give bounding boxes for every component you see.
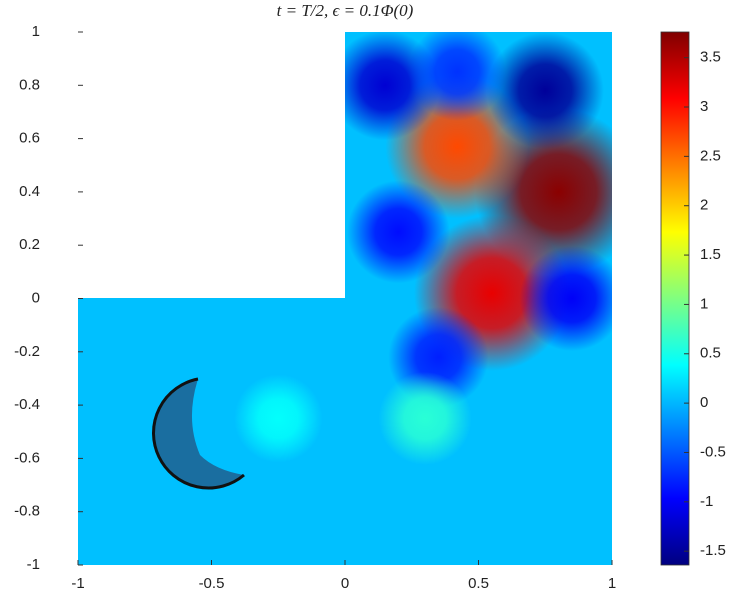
field-peak bbox=[347, 180, 450, 284]
x-tick-label: 1 bbox=[608, 575, 616, 592]
colorbar-tick-label: -1.5 bbox=[700, 542, 726, 559]
x-tick-label: 0 bbox=[341, 575, 349, 592]
y-tick-label: -0.4 bbox=[14, 396, 40, 413]
field-peak bbox=[486, 32, 604, 150]
field-peak bbox=[378, 371, 472, 466]
obstacle bbox=[153, 379, 244, 488]
colorbar-tick-label: 0.5 bbox=[700, 345, 721, 362]
colorbar-tick-label: -1 bbox=[700, 493, 713, 510]
y-tick-label: -0.8 bbox=[14, 503, 40, 520]
y-tick-label: -1 bbox=[27, 556, 40, 573]
x-tick-label: -1 bbox=[71, 575, 84, 592]
y-tick-label: 1 bbox=[32, 23, 40, 40]
colorbar-tick-label: 3 bbox=[700, 98, 708, 115]
chart-title: t = T/2, ϵ = 0.1Φ(0) bbox=[277, 1, 414, 20]
colorbar bbox=[660, 31, 690, 566]
y-tick-label: 0.8 bbox=[19, 76, 40, 93]
field-peak bbox=[519, 245, 612, 352]
colorbar-tick-label: 1 bbox=[700, 295, 708, 312]
y-tick-label: -0.2 bbox=[14, 343, 40, 360]
colorbar-tick-label: 3.5 bbox=[700, 49, 721, 66]
y-tick-label: -0.6 bbox=[14, 449, 40, 466]
obstacle-edge bbox=[152, 377, 245, 490]
field bbox=[78, 32, 612, 565]
field-peak bbox=[408, 32, 507, 121]
colorbar-tick-label: 1.5 bbox=[700, 246, 721, 263]
x-tick-label: 0.5 bbox=[468, 575, 489, 592]
y-tick-label: 0.4 bbox=[19, 183, 40, 200]
y-tick-label: 0.2 bbox=[19, 236, 40, 253]
colorbar-tick-label: 2.5 bbox=[700, 147, 721, 164]
colorbar-tick-label: 2 bbox=[700, 197, 708, 214]
x-tick-label: -0.5 bbox=[199, 575, 225, 592]
colorbar-tick-label: -0.5 bbox=[700, 443, 726, 460]
field-peak bbox=[234, 374, 323, 463]
y-tick-label: 0 bbox=[32, 289, 40, 306]
colorbar-tick-label: 0 bbox=[700, 394, 708, 411]
y-tick-label: 0.6 bbox=[19, 130, 40, 147]
